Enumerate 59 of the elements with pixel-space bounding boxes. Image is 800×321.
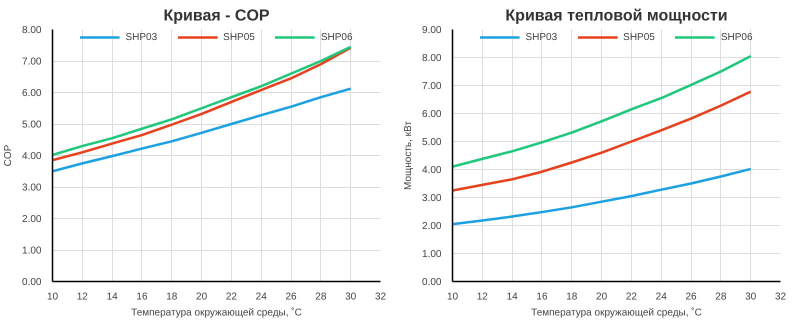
x-tick-label: 16 xyxy=(136,292,148,302)
x-tick-label: 12 xyxy=(76,292,88,302)
x-tick-label: 20 xyxy=(596,292,608,302)
y-tick-label: 4.00 xyxy=(22,151,42,162)
y-tick-label: 9.00 xyxy=(422,25,442,36)
x-tick-label: 32 xyxy=(374,292,386,302)
y-axis-title: COP xyxy=(3,144,14,166)
x-tick-label: 18 xyxy=(166,292,178,302)
y-tick-label: 8.00 xyxy=(22,25,42,36)
x-tick-label: 16 xyxy=(536,292,548,302)
x-axis-title: Температура окружающей среды, ˚C xyxy=(131,306,302,318)
y-tick-label: 7.00 xyxy=(422,81,442,92)
y-tick-label: 3.00 xyxy=(22,182,42,194)
legend-label: SHP03 xyxy=(525,31,558,43)
y-axis-title: Мощность, кВт xyxy=(403,120,414,190)
line-series xyxy=(452,54,752,168)
y-tick-label: 2.00 xyxy=(22,214,42,225)
legend-label: SHP03 xyxy=(125,31,158,43)
legend-label: SHP06 xyxy=(720,31,753,43)
y-tick-label: 3.00 xyxy=(422,193,442,204)
x-tick-label: 24 xyxy=(656,292,668,302)
legend-label: SHP06 xyxy=(320,31,353,43)
x-tick-label: 24 xyxy=(256,292,268,302)
x-tick-label: 14 xyxy=(106,292,118,302)
x-tick-label: 32 xyxy=(774,292,786,302)
x-axis-title: Температура окружающей среды, ˚C xyxy=(531,306,702,318)
x-tick-label: 18 xyxy=(566,292,578,302)
y-tick-label: 6.00 xyxy=(22,88,42,99)
line-series xyxy=(52,87,352,172)
legend-label: SHP05 xyxy=(623,31,655,43)
y-tick-label: 6.00 xyxy=(422,109,442,120)
x-tick-label: 22 xyxy=(626,292,638,302)
y-tick-label: 1.00 xyxy=(22,246,42,256)
x-tick-label: 10 xyxy=(446,292,458,302)
y-tick-label: 0.00 xyxy=(22,277,42,288)
y-tick-label: 1.00 xyxy=(422,249,442,260)
x-tick-label: 10 xyxy=(46,292,58,302)
y-tick-label: 2.00 xyxy=(422,221,442,232)
y-tick-label: 5.00 xyxy=(422,137,442,148)
y-tick-label: 0.00 xyxy=(422,277,442,288)
x-tick-label: 26 xyxy=(685,292,698,302)
x-tick-label: 30 xyxy=(345,292,357,302)
line-series xyxy=(452,168,752,226)
y-tick-label: 5.00 xyxy=(22,120,42,130)
legend-label: SHP05 xyxy=(223,31,255,43)
chart-title: Кривая - COP xyxy=(163,8,270,24)
x-tick-label: 20 xyxy=(196,292,208,302)
x-tick-label: 28 xyxy=(715,292,727,302)
x-tick-label: 28 xyxy=(315,292,327,302)
x-tick-label: 26 xyxy=(285,292,298,302)
y-tick-label: 4.00 xyxy=(422,165,442,176)
chart-title: Кривая тепловой мощности xyxy=(505,8,728,24)
x-tick-label: 14 xyxy=(506,292,518,302)
x-tick-label: 30 xyxy=(745,292,757,302)
line-series xyxy=(452,90,752,192)
x-tick-label: 12 xyxy=(476,292,488,302)
y-tick-label: 8.00 xyxy=(422,53,442,64)
y-tick-label: 7.00 xyxy=(22,56,42,68)
x-tick-label: 22 xyxy=(226,292,238,302)
